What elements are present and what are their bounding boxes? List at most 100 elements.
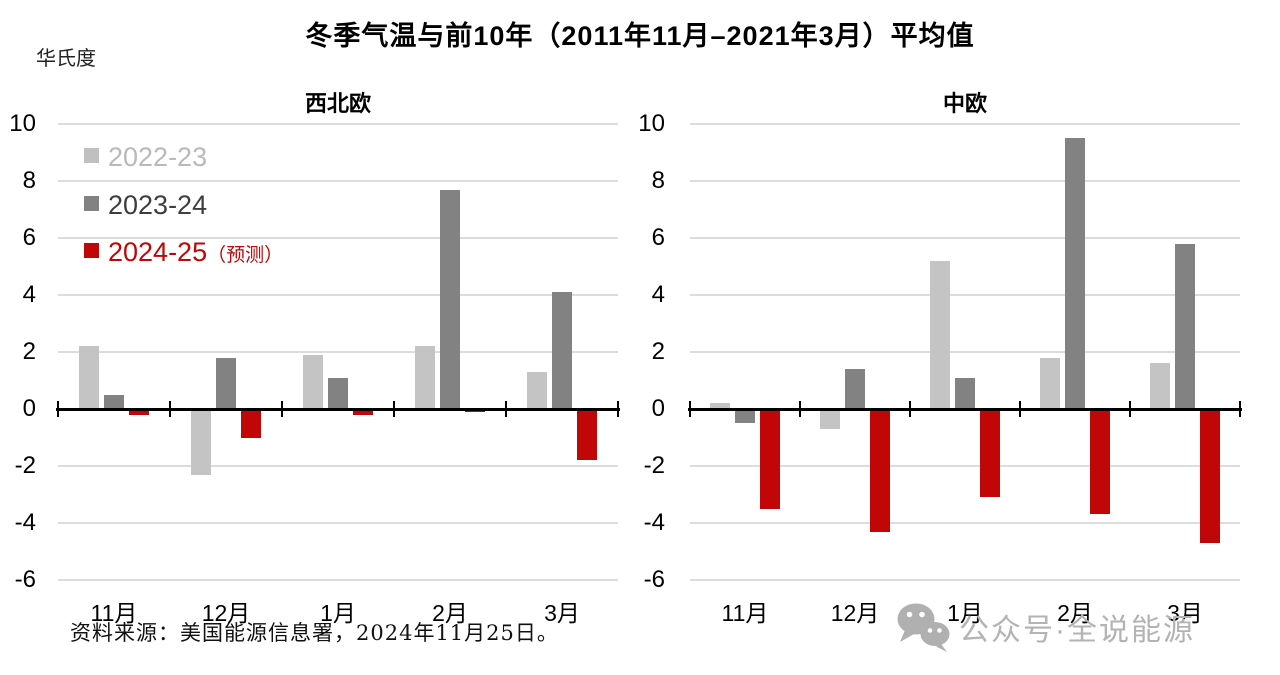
x-tick-label: 12月: [201, 600, 251, 626]
bar-2023-24-1月: [955, 377, 975, 409]
x-tick-label: 3月: [1167, 600, 1203, 626]
panel-subtitle: 中欧: [942, 91, 987, 116]
gridline: [58, 294, 618, 296]
x-tick-label: 2月: [1057, 600, 1093, 626]
y-tick-label: -2: [643, 452, 665, 479]
bar-2024-25预测-1月: [353, 409, 373, 415]
y-tick-label: 0: [22, 395, 36, 422]
bar-2023-24-3月: [552, 292, 572, 409]
bar-2024-25预测-3月: [1200, 409, 1220, 543]
legend-item: 2024-25（预测）: [84, 237, 283, 268]
x-axis-line: [688, 407, 1242, 411]
bar-2022-23-12月: [191, 409, 211, 475]
bar-2023-24-1月: [328, 377, 348, 409]
bar-2022-23-3月: [527, 371, 547, 409]
axis-tick: [1239, 401, 1241, 417]
axis-tick: [1019, 401, 1021, 417]
gridline: [58, 123, 618, 125]
watermark: 公众号·全说能源: [895, 601, 1195, 653]
legend-swatch: [84, 148, 99, 163]
legend-item: 2023-24: [84, 190, 207, 221]
x-tick-label: 1月: [947, 600, 983, 626]
legend-label: 2022-23: [108, 142, 208, 172]
gridline: [690, 123, 1240, 125]
chart-title: 冬季气温与前10年（2011年11月–2021年3月）平均值: [305, 21, 975, 51]
axis-tick: [799, 401, 801, 417]
gridline: [58, 351, 618, 353]
gridline: [690, 294, 1240, 296]
y-tick-label: -6: [14, 566, 36, 593]
bar-2022-23-1月: [303, 354, 323, 409]
bar-2023-24-12月: [216, 357, 236, 409]
y-tick-label: 10: [9, 110, 36, 137]
bar-2024-25预测-1月: [980, 409, 1000, 498]
gridline: [58, 579, 618, 581]
bar-2023-24-3月: [1175, 243, 1195, 409]
panel-northwest-europe: 西北欧 10 8 6 4 2 0 -2 -4 -6 11月 12月 1月 2月 3月 2022-23 2023-…: [0, 84, 632, 644]
bar-2022-23-12月: [820, 409, 840, 429]
bar-2023-24-12月: [845, 369, 865, 409]
y-tick-label: 8: [22, 167, 36, 194]
x-tick-label: 11月: [721, 600, 769, 626]
gridline: [690, 351, 1240, 353]
bar-2022-23-3月: [1150, 363, 1170, 409]
y-tick-label: 4: [651, 281, 665, 308]
y-tick-label: 0: [651, 395, 665, 422]
wechat-icon: [897, 603, 950, 652]
y-tick-label: 4: [22, 281, 36, 308]
gridline: [690, 522, 1240, 524]
axis-tick: [617, 401, 619, 417]
gridline: [58, 522, 618, 524]
panel-central-europe: 中欧 10 8 6 4 2 0 -2 -4 -6 11月 12月 1月 2月 3月: [632, 84, 1280, 644]
bar-2022-23-2月: [1040, 357, 1060, 409]
y-tick-label: -4: [643, 509, 665, 536]
legend-label: 2024-25: [108, 237, 208, 267]
bar-2022-23-11月: [710, 403, 730, 409]
y-tick-label: 8: [651, 167, 665, 194]
x-tick-label: 1月: [320, 600, 356, 626]
axis-tick: [393, 401, 395, 417]
gridline: [58, 180, 618, 182]
x-axis-line: [56, 407, 620, 411]
bar-2022-23-1月: [930, 260, 950, 409]
y-tick-label: -4: [14, 509, 36, 536]
panel-subtitle: 西北欧: [304, 91, 371, 116]
watermark-text: 公众号·全说能源: [959, 614, 1195, 647]
y-tick-label: 10: [638, 110, 665, 137]
gridline: [690, 579, 1240, 581]
y-tick-label: -6: [643, 566, 665, 593]
x-tick-label: 12月: [830, 600, 880, 626]
y-tick-label: 6: [651, 224, 665, 251]
y-tick-label: 2: [22, 338, 36, 365]
bar-2023-24-11月: [735, 409, 755, 424]
axis-tick: [505, 401, 507, 417]
axis-tick: [909, 401, 911, 417]
y-tick-label: -2: [14, 452, 36, 479]
bar-2023-24-2月: [1065, 138, 1085, 409]
bar-2024-25预测-12月: [870, 409, 890, 532]
gridline: [690, 180, 1240, 182]
bar-2024-25预测-11月: [760, 409, 780, 509]
axis-tick: [281, 401, 283, 417]
bar-2024-25预测-11月: [129, 409, 149, 415]
legend-suffix: （预测）: [207, 245, 284, 266]
legend-swatch: [84, 195, 99, 211]
axis-tick: [57, 401, 59, 417]
y-tick-label: 2: [651, 338, 665, 365]
axis-tick: [1129, 401, 1131, 417]
y-axis-unit-label: 华氏度: [36, 46, 96, 70]
bar-2023-24-11月: [104, 394, 124, 409]
bar-2022-23-11月: [79, 346, 99, 409]
legend-label: 2023-24: [108, 189, 208, 220]
gridline: [58, 237, 618, 239]
x-tick-label: 2月: [432, 600, 468, 626]
gridline: [690, 237, 1240, 239]
source-note: 资料来源：美国能源信息署，2024年11月25日。: [70, 621, 559, 645]
bar-2022-23-2月: [415, 346, 435, 409]
legend-swatch: [84, 243, 99, 258]
axis-tick: [169, 401, 171, 417]
bar-2024-25预测-12月: [241, 409, 261, 438]
x-tick-label: 3月: [544, 600, 580, 626]
bar-2024-25预测-3月: [577, 409, 597, 461]
